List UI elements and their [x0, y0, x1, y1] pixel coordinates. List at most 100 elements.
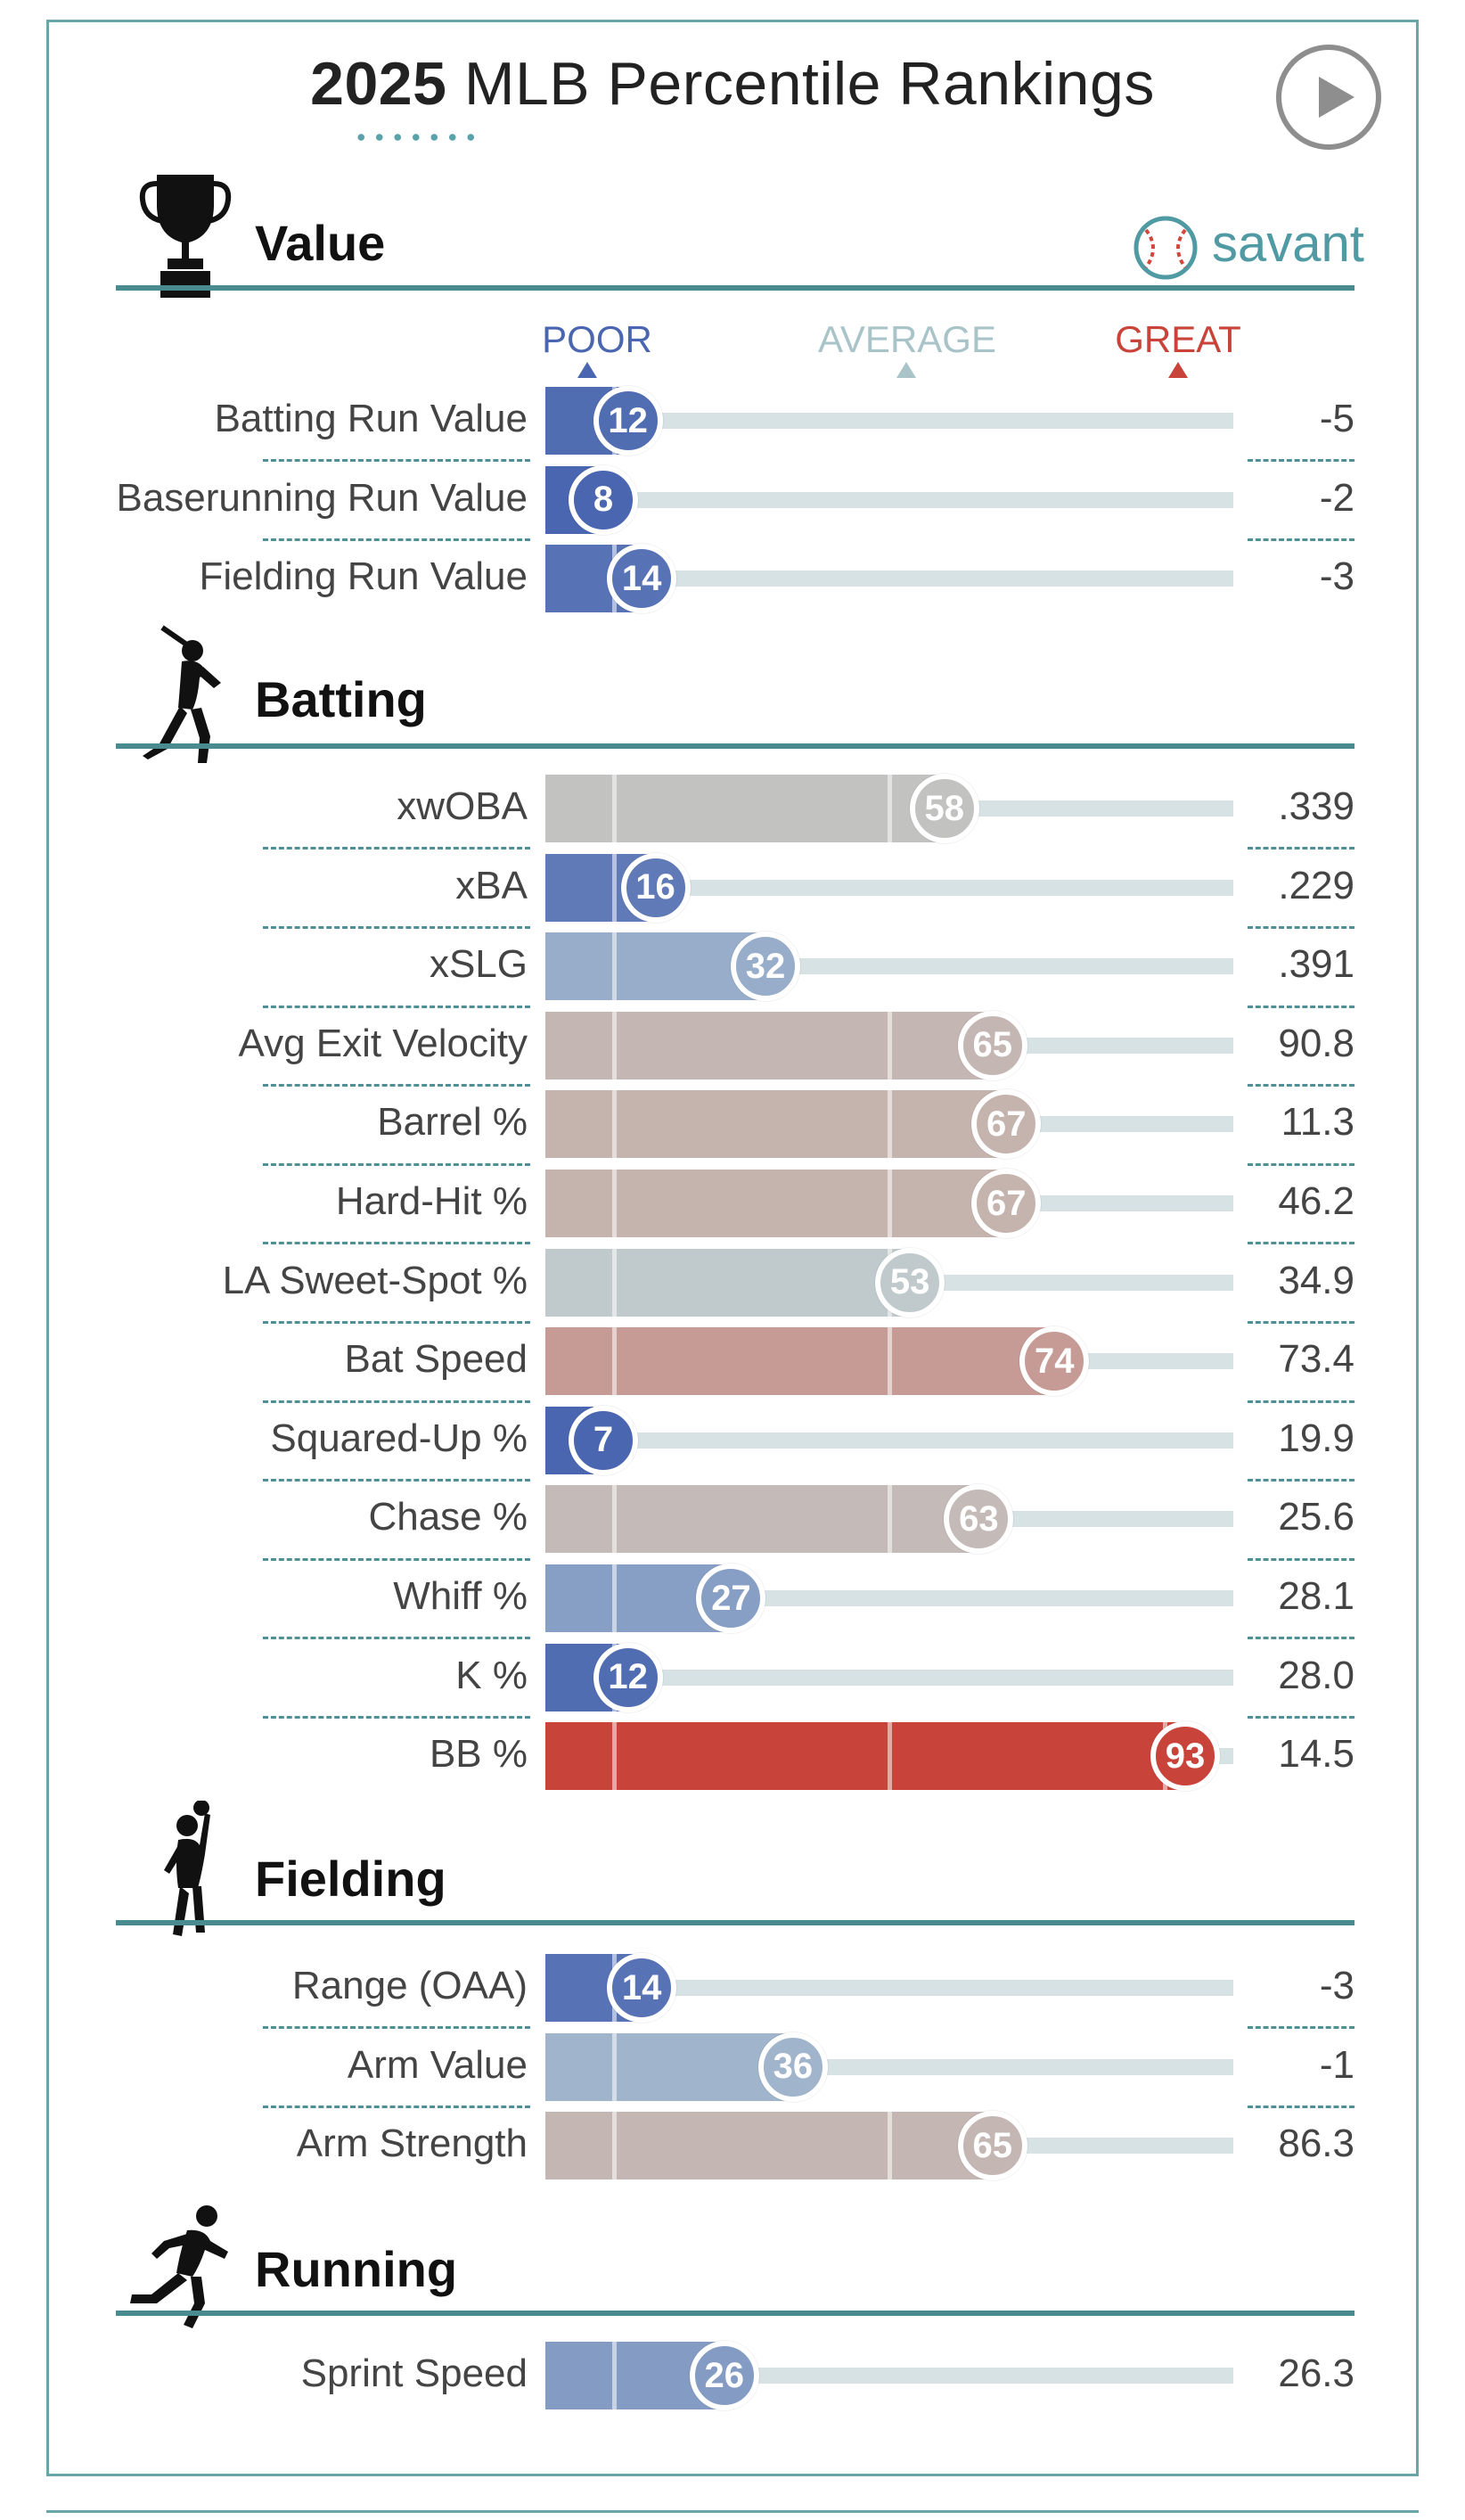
percentile-track — [545, 1432, 1233, 1449]
row-divider — [263, 1557, 530, 1561]
section-rule-batting — [116, 743, 1355, 749]
row-divider — [263, 2026, 530, 2030]
section-rule-value — [116, 285, 1355, 291]
percentile-badge: 14 — [607, 544, 677, 614]
percentile-badge: 93 — [1150, 1721, 1220, 1792]
percentile-bar[interactable] — [545, 932, 766, 1001]
percentile-bar[interactable] — [545, 1722, 1185, 1791]
row-divider — [1248, 1479, 1355, 1482]
scale-poor-label: POOR — [542, 318, 652, 360]
metric-value: 73.4 — [1278, 1337, 1355, 1382]
metric-label: Whiff % — [393, 1574, 528, 1618]
row-divider — [1248, 1242, 1355, 1245]
percentile-badge: 12 — [593, 386, 663, 456]
row-divider — [1248, 2026, 1355, 2030]
metric-label: Baserunning Run Value — [116, 475, 528, 520]
fielder-icon — [164, 1801, 210, 1936]
percentile-tick — [612, 932, 618, 1001]
metric-label: Arm Strength — [296, 2122, 528, 2166]
percentile-tick — [612, 775, 618, 842]
row-divider — [263, 1715, 530, 1719]
metric-value: 34.9 — [1278, 1258, 1355, 1302]
section-rule-running — [116, 2311, 1355, 2316]
section-rule-fielding — [116, 1920, 1355, 1925]
bottom-divider — [46, 2510, 1419, 2513]
title-year: 2025 — [310, 50, 447, 118]
percentile-badge: 27 — [696, 1564, 766, 1633]
metric-label: Barrel % — [377, 1100, 528, 1145]
percentile-badge: 67 — [971, 1169, 1042, 1238]
percentile-bar[interactable] — [545, 775, 945, 842]
row-divider — [263, 1479, 530, 1482]
scale-great-label: GREAT — [1115, 318, 1241, 360]
percentile-tick — [612, 2032, 618, 2101]
baseball-icon — [1134, 216, 1198, 280]
percentile-tick — [888, 775, 892, 842]
percentile-tick — [888, 1327, 892, 1396]
metric-value: 28.0 — [1278, 1653, 1355, 1697]
percentile-tick — [888, 1722, 892, 1791]
metric-value: -2 — [1319, 475, 1355, 520]
percentile-tick — [612, 1170, 618, 1237]
metric-value: 46.2 — [1278, 1179, 1355, 1223]
row-divider — [263, 1637, 530, 1640]
percentile-bar[interactable] — [545, 1248, 911, 1317]
percentile-track — [545, 879, 1233, 896]
percentile-track — [545, 1980, 1233, 1996]
play-button[interactable] — [1276, 45, 1381, 150]
row-divider — [1248, 925, 1355, 929]
percentile-tick — [612, 1485, 618, 1554]
section-title-batting: Batting — [255, 671, 427, 727]
percentile-bar[interactable] — [545, 2112, 993, 2180]
metric-value: -5 — [1319, 397, 1355, 440]
metric-label: Arm Value — [347, 2042, 528, 2087]
percentile-bar[interactable] — [545, 1011, 993, 1079]
page-title: 2025 MLB Percentile Rankings — [0, 49, 1465, 119]
title-dots — [352, 134, 481, 141]
row-divider — [263, 925, 530, 929]
percentile-badge: 74 — [1019, 1326, 1090, 1397]
percentile-tick — [888, 1485, 892, 1554]
percentile-bar[interactable] — [545, 1170, 1007, 1237]
percentile-bar[interactable] — [545, 1327, 1055, 1396]
great-arrow-icon — [1168, 362, 1188, 378]
metric-value: .339 — [1278, 784, 1355, 828]
row-divider — [1248, 847, 1355, 850]
percentile-bar[interactable] — [545, 2032, 793, 2101]
metric-value: .391 — [1278, 942, 1355, 987]
row-divider — [1248, 1400, 1355, 1403]
percentile-tick — [612, 853, 618, 922]
percentile-tick — [612, 2112, 618, 2180]
metric-label: Chase % — [368, 1495, 528, 1539]
row-divider — [1248, 1320, 1355, 1324]
card-frame — [46, 20, 1419, 2476]
metric-value: -3 — [1319, 554, 1355, 599]
metric-value: .229 — [1278, 863, 1355, 907]
row-divider — [263, 459, 530, 463]
savant-brand[interactable]: savant — [1212, 215, 1364, 273]
metric-label: LA Sweet-Spot % — [222, 1258, 528, 1302]
percentile-tick — [888, 1170, 892, 1237]
row-divider — [1248, 459, 1355, 463]
percentile-badge: 7 — [569, 1405, 638, 1475]
section-title-value: Value — [255, 215, 386, 271]
percentile-bar[interactable] — [545, 1090, 1007, 1159]
row-divider — [1248, 538, 1355, 541]
percentile-track — [545, 570, 1233, 587]
metric-label: xwOBA — [397, 784, 528, 828]
percentile-badge: 58 — [909, 774, 979, 843]
row-divider — [263, 1162, 530, 1166]
percentile-tick — [612, 2342, 618, 2409]
row-divider — [263, 1320, 530, 1324]
percentile-bar[interactable] — [545, 1485, 979, 1554]
percentile-badge: 65 — [957, 2111, 1027, 2181]
percentile-track — [545, 1669, 1233, 1686]
percentile-badge: 32 — [731, 932, 801, 1002]
batter-icon — [143, 625, 221, 763]
metric-label: Range (OAA) — [291, 1964, 528, 2007]
row-divider — [263, 1400, 530, 1403]
percentile-tick — [612, 1011, 618, 1079]
metric-value: 86.3 — [1278, 2122, 1355, 2166]
row-divider — [1248, 1715, 1355, 1719]
percentile-badge: 8 — [569, 464, 638, 535]
